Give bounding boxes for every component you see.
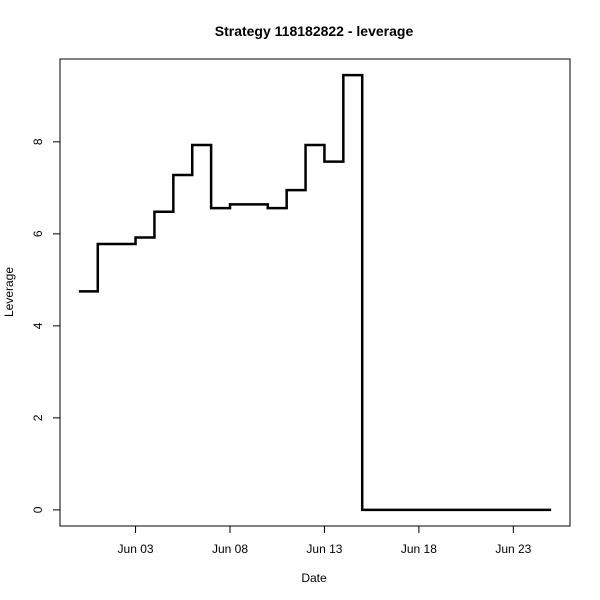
x-tick-label: Jun 23 <box>495 542 531 556</box>
y-axis-label: Leverage <box>2 267 16 317</box>
y-tick-label: 2 <box>31 414 45 421</box>
y-axis: 0 2 4 6 8 <box>31 138 60 513</box>
series-line <box>78 73 552 512</box>
x-tick-label: Jun 13 <box>306 542 342 556</box>
y-tick-label: 8 <box>31 138 45 145</box>
plot-frame <box>59 58 571 527</box>
x-tick-label: Jun 08 <box>212 542 248 556</box>
x-tick-label: Jun 18 <box>401 542 437 556</box>
x-axis: Jun 03 Jun 08 Jun 13 Jun 18 Jun 23 <box>118 526 532 556</box>
x-axis-label: Date <box>301 571 327 585</box>
y-tick-label: 0 <box>31 506 45 513</box>
series-layer <box>78 73 552 512</box>
y-tick-label: 6 <box>31 230 45 237</box>
y-tick-label: 4 <box>31 322 45 329</box>
chart-title: Strategy 118182822 - leverage <box>215 23 414 39</box>
x-tick-label: Jun 03 <box>118 542 154 556</box>
